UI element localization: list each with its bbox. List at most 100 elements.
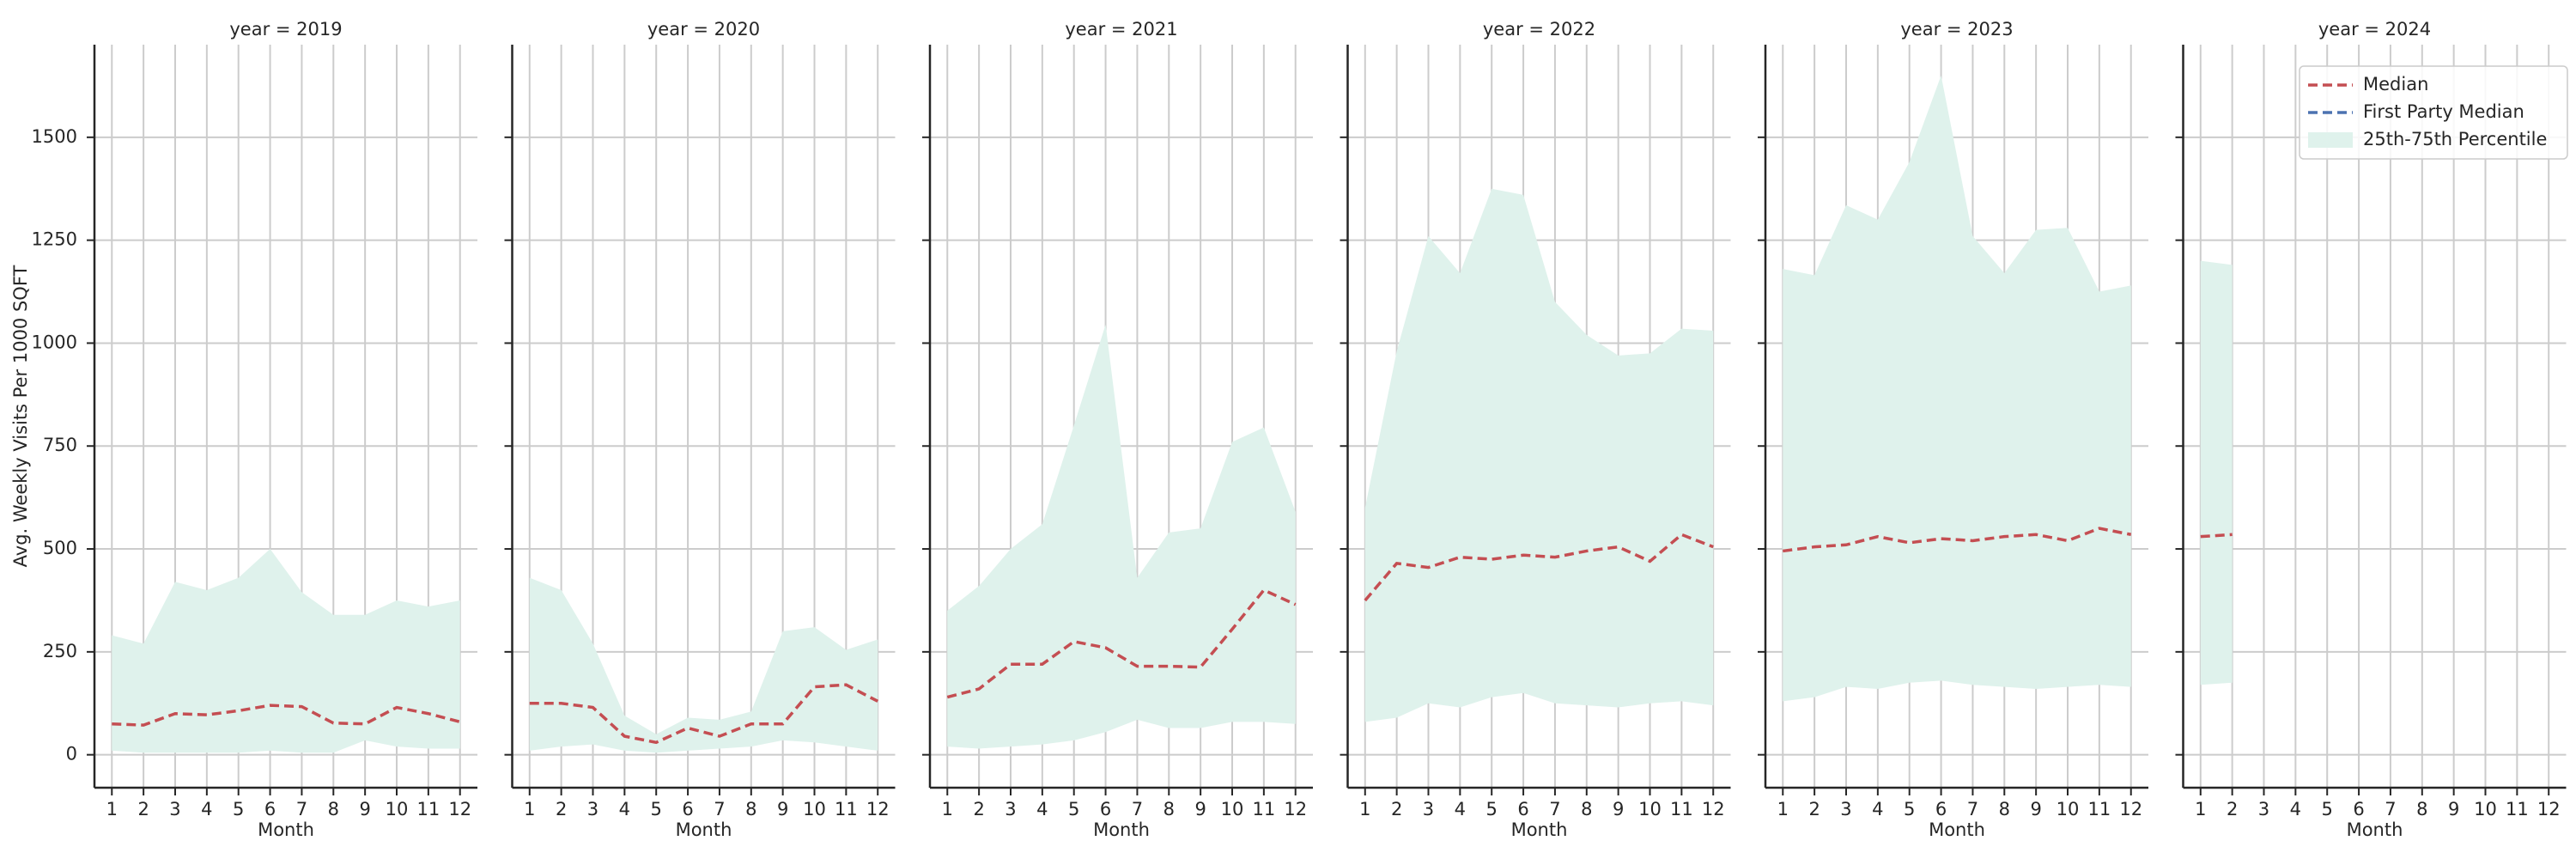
x-tick-label: 8	[745, 799, 756, 819]
x-tick-label: 9	[2030, 799, 2041, 819]
x-tick-label: 2	[2227, 799, 2238, 819]
legend-label: 25th-75th Percentile	[2363, 129, 2547, 149]
x-tick-label: 6	[2353, 799, 2364, 819]
x-tick-label: 5	[1904, 799, 1915, 819]
x-tick-label: 9	[777, 799, 788, 819]
x-tick-label: 7	[1967, 799, 1978, 819]
x-tick-label: 2	[556, 799, 567, 819]
x-axis-label: Month	[258, 819, 314, 840]
percentile-band	[947, 324, 1296, 749]
y-tick-label: 1000	[32, 332, 77, 352]
x-axis-label: Month	[2347, 819, 2403, 840]
x-tick-label: 1	[1359, 799, 1370, 819]
x-tick-label: 6	[1517, 799, 1528, 819]
x-tick-label: 12	[448, 799, 471, 819]
percentile-band	[2200, 260, 2233, 685]
y-axis-label: Avg. Weekly Visits Per 1000 SQFT	[10, 265, 31, 567]
x-tick-label: 9	[2448, 799, 2459, 819]
x-tick-label: 7	[296, 799, 307, 819]
y-tick-label: 1500	[32, 126, 77, 147]
x-tick-label: 5	[2322, 799, 2333, 819]
x-tick-label: 7	[2385, 799, 2396, 819]
y-tick-label: 750	[43, 435, 77, 455]
x-axis-label: Month	[676, 819, 732, 840]
median-line	[1783, 527, 2132, 553]
legend-label: First Party Median	[2363, 101, 2524, 122]
panel-title: year = 2022	[1483, 19, 1595, 40]
x-tick-label: 11	[1670, 799, 1693, 819]
x-tick-label: 10	[1221, 799, 1244, 819]
x-tick-label: 7	[714, 799, 725, 819]
x-tick-label: 11	[835, 799, 858, 819]
x-tick-label: 4	[2290, 799, 2301, 819]
x-tick-label: 6	[1100, 799, 1111, 819]
x-tick-label: 1	[942, 799, 953, 819]
x-tick-label: 1	[524, 799, 535, 819]
panel-title: year = 2020	[647, 19, 760, 40]
x-tick-label: 11	[2506, 799, 2529, 819]
x-tick-label: 4	[201, 799, 212, 819]
x-tick-label: 6	[264, 799, 276, 819]
x-axis-label: Month	[1093, 819, 1150, 840]
x-tick-label: 12	[1284, 799, 1307, 819]
legend: Median First Party Median 25th-75th Percen…	[2299, 65, 2568, 160]
x-tick-label: 11	[1253, 799, 1276, 819]
x-tick-label: 3	[1005, 799, 1016, 819]
panel-title: year = 2023	[1900, 19, 2013, 40]
legend-box	[2299, 65, 2568, 160]
x-tick-label: 6	[1935, 799, 1947, 819]
median-line	[946, 588, 1297, 699]
x-tick-label: 9	[1613, 799, 1624, 819]
x-tick-label: 1	[2195, 799, 2206, 819]
x-tick-label: 2	[1808, 799, 1820, 819]
x-tick-label: 12	[2119, 799, 2142, 819]
x-tick-label: 5	[233, 799, 244, 819]
x-tick-label: 3	[1840, 799, 1851, 819]
x-tick-label: 3	[1423, 799, 1434, 819]
x-tick-label: 7	[1549, 799, 1560, 819]
x-tick-label: 4	[619, 799, 630, 819]
x-tick-label: 3	[169, 799, 180, 819]
y-tick-label: 500	[43, 538, 77, 558]
x-tick-label: 10	[1638, 799, 1662, 819]
panel-title: year = 2021	[1065, 19, 1177, 40]
y-tick-label: 0	[66, 744, 77, 765]
x-tick-label: 11	[2088, 799, 2111, 819]
x-tick-label: 2	[973, 799, 984, 819]
x-tick-label: 10	[803, 799, 826, 819]
x-axis-label: Month	[1511, 819, 1568, 840]
x-tick-label: 10	[2474, 799, 2497, 819]
x-tick-label: 4	[1455, 799, 1466, 819]
median-line	[2200, 533, 2233, 539]
x-axis-label: Month	[1929, 819, 1985, 840]
x-tick-label: 12	[1702, 799, 1725, 819]
percentile-band	[112, 549, 460, 753]
y-tick-label: 250	[43, 641, 77, 661]
x-tick-label: 3	[2258, 799, 2269, 819]
percentile-band	[1364, 188, 1714, 722]
y-tick-label: 1250	[32, 229, 77, 250]
median-line	[529, 683, 879, 745]
x-tick-label: 4	[1872, 799, 1883, 819]
median-line	[112, 704, 461, 727]
x-tick-label: 8	[1999, 799, 2010, 819]
x-tick-label: 8	[2416, 799, 2427, 819]
x-tick-label: 7	[1132, 799, 1143, 819]
percentile-band	[1783, 75, 2131, 702]
panel-title: year = 2019	[229, 19, 342, 40]
x-tick-label: 5	[1486, 799, 1498, 819]
legend-swatch	[2308, 132, 2353, 148]
x-tick-label: 4	[1036, 799, 1048, 819]
x-tick-label: 8	[1163, 799, 1175, 819]
x-tick-label: 6	[682, 799, 693, 819]
x-tick-label: 9	[1194, 799, 1206, 819]
median-line	[1364, 533, 1714, 602]
x-tick-label: 1	[106, 799, 118, 819]
x-tick-label: 5	[651, 799, 662, 819]
x-tick-label: 10	[2057, 799, 2080, 819]
x-tick-label: 8	[1581, 799, 1592, 819]
x-tick-label: 12	[2537, 799, 2561, 819]
x-tick-label: 10	[386, 799, 409, 819]
x-tick-label: 3	[587, 799, 598, 819]
